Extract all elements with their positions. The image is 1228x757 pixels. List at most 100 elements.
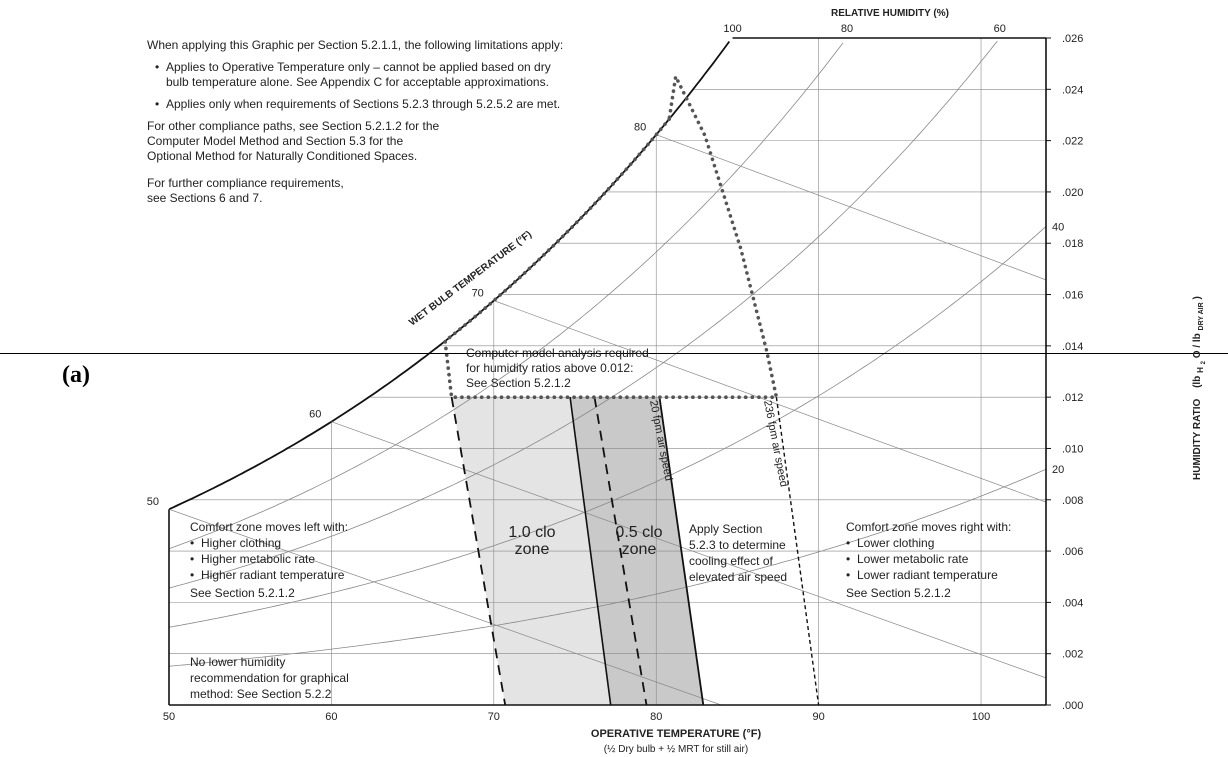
rh-curve-20 — [169, 468, 1046, 667]
bullet-dot: • — [155, 97, 159, 111]
computer-note-line2: for humidity ratios above 0.012: — [466, 361, 633, 375]
zone-labels: 1.0 clo zone 0.5 clo zone — [508, 524, 662, 558]
x-tick-label: 50 — [163, 711, 175, 723]
left-note-item-3: Higher radiant temperature — [201, 568, 345, 582]
wet-bulb-label-80: 80 — [634, 122, 646, 134]
wet-bulb-title: WET BULB TEMPERATURE (°F) — [407, 229, 534, 328]
boundary-zone-divider — [569, 397, 612, 705]
x-tick-label: 90 — [813, 711, 825, 723]
y-axis-title-mid: O / lb — [1192, 333, 1203, 358]
other-paths-line3: Optional Method for Naturally Conditione… — [147, 149, 417, 163]
rh-curve-60 — [169, 40, 998, 589]
limitation-2: Applies only when requirements of Sectio… — [166, 97, 560, 111]
y-axis-title-sub-dry: DRY AIR — [1198, 302, 1205, 330]
zone-05-label-line2: zone — [622, 541, 657, 558]
computer-model-note: Computer model analysis required for hum… — [466, 346, 649, 390]
zone-10-label-line2: zone — [515, 541, 550, 558]
x-axis-subtitle: (½ Dry bulb + ½ MRT for still air) — [604, 744, 748, 755]
limitation-1-line2: bulb temperature alone. See Appendix C f… — [166, 75, 549, 89]
y-tick-label: .020 — [1062, 187, 1083, 199]
air-speed-line-236 — [775, 397, 820, 705]
x-tick-label: 60 — [325, 711, 337, 723]
bullet-dot: • — [846, 568, 850, 582]
y-axis-title-main: HUMIDITY RATIO — [1192, 398, 1203, 480]
nolow-line2: recommendation for graphical — [190, 671, 349, 685]
right-shift-note: Comfort zone moves right with: • Lower c… — [846, 520, 1011, 600]
bullet-dot: • — [155, 60, 159, 74]
further-line1: For further compliance requirements, — [147, 176, 344, 190]
no-lower-humidity-note: No lower humidity recommendation for gra… — [190, 655, 349, 701]
apply-section-note: Apply Section 5.2.3 to determine cooling… — [689, 522, 787, 584]
wet-bulb-lines — [169, 134, 1046, 705]
rh-label-80: 80 — [841, 23, 853, 35]
apply-line2: 5.2.3 to determine — [689, 538, 786, 552]
bullet-dot: • — [846, 536, 850, 550]
y-tick-label: .018 — [1062, 238, 1083, 250]
wet-bulb-line-60 — [331, 421, 1046, 679]
y-tick-label: .000 — [1062, 700, 1083, 712]
wet-bulb-line-80 — [656, 134, 1046, 281]
y-tick-label: .026 — [1062, 33, 1083, 45]
rh-label-40: 40 — [1052, 221, 1064, 233]
rh-label-20: 20 — [1052, 464, 1064, 476]
y-axis-title-unit-post: ) — [1192, 296, 1203, 299]
right-note-item-2: Lower metabolic rate — [857, 552, 969, 566]
grid-lines — [169, 38, 1046, 705]
x-tick-label: 70 — [488, 711, 500, 723]
zone-boundaries — [443, 70, 820, 705]
left-shift-note: Comfort zone moves left with: • Higher c… — [190, 520, 348, 600]
tick-labels: 50 60 70 80 90 100 .000 .002 .004 .006 .008 .010 .01… — [163, 33, 1084, 723]
other-paths-line1: For other compliance paths, see Section … — [147, 119, 439, 133]
wet-bulb-label-50: 50 — [147, 496, 159, 508]
y-axis-title-unit-pre: (lb — [1192, 376, 1203, 388]
y-tick-label: .002 — [1062, 649, 1083, 661]
wet-bulb-label-70: 70 — [472, 288, 484, 300]
y-axis-title: HUMIDITY RATIO (lb H 2 O / lb DRY AIR ) — [1192, 296, 1208, 480]
right-note-title: Comfort zone moves right with: — [846, 520, 1011, 534]
left-note-item-1: Higher clothing — [201, 536, 281, 550]
limitations-intro: When applying this Graphic per Section 5… — [147, 38, 563, 52]
y-tick-label: .008 — [1062, 495, 1083, 507]
other-paths-line2: Computer Model Method and Section 5.3 fo… — [147, 134, 403, 148]
limitation-1-line1: Applies to Operative Temperature only – … — [166, 60, 551, 74]
y-tick-label: .006 — [1062, 546, 1083, 558]
zone-10-label-line1: 1.0 clo — [508, 524, 555, 541]
air-speed-line-20 — [658, 397, 705, 705]
rh-curve-40 — [169, 226, 1046, 628]
wet-bulb-line-50 — [169, 508, 722, 705]
computer-note-line1: Computer model analysis required — [466, 346, 649, 360]
y-tick-label: .024 — [1062, 84, 1083, 96]
zone-05-label-line1: 0.5 clo — [615, 524, 662, 541]
left-note-item-2: Higher metabolic rate — [201, 552, 315, 566]
y-tick-label: .016 — [1062, 290, 1083, 302]
svg-text:HUMIDITY RATIO (lb: HUMIDITY RATIO (lb H 2 O / lb DRY AIR ) — [1192, 296, 1208, 480]
wet-bulb-label-60: 60 — [309, 409, 321, 421]
bullet-dot: • — [190, 536, 194, 550]
right-note-see: See Section 5.2.1.2 — [846, 586, 951, 600]
air-speed-label-236: 236 fpm air speed — [761, 399, 790, 488]
apply-line4: elevated air speed — [689, 570, 787, 584]
wet-bulb-line-70 — [493, 300, 1046, 503]
right-note-item-3: Lower radiant temperature — [857, 568, 998, 582]
boundary-clo05-left — [593, 397, 648, 705]
bullet-dot: • — [846, 552, 850, 566]
limitations-note: When applying this Graphic per Section 5… — [147, 38, 563, 205]
y-tick-label: .012 — [1062, 392, 1083, 404]
x-tick-label: 100 — [972, 711, 990, 723]
rh-label-100: 100 — [723, 23, 741, 35]
x-axis-title: OPERATIVE TEMPERATURE (°F) — [591, 728, 762, 740]
further-line2: see Sections 6 and 7. — [147, 191, 262, 205]
right-note-item-1: Lower clothing — [857, 536, 934, 550]
rh-axis-title: RELATIVE HUMIDITY (%) — [831, 8, 949, 19]
nolow-line3: method: See Section 5.2.2 — [190, 687, 332, 701]
y-tick-label: .022 — [1062, 136, 1083, 148]
y-axis-title-sub-h: H — [1196, 367, 1205, 373]
y-axis-title-sub-2: 2 — [1201, 360, 1207, 364]
left-note-title: Comfort zone moves left with: — [190, 520, 348, 534]
rh-label-60: 60 — [994, 23, 1006, 35]
y-tick-label: .010 — [1062, 443, 1083, 455]
rh-curve-80 — [169, 42, 844, 550]
y-tick-label: .014 — [1062, 341, 1083, 353]
y-tick-label: .004 — [1062, 597, 1083, 609]
apply-line3: cooling effect of — [689, 554, 774, 568]
